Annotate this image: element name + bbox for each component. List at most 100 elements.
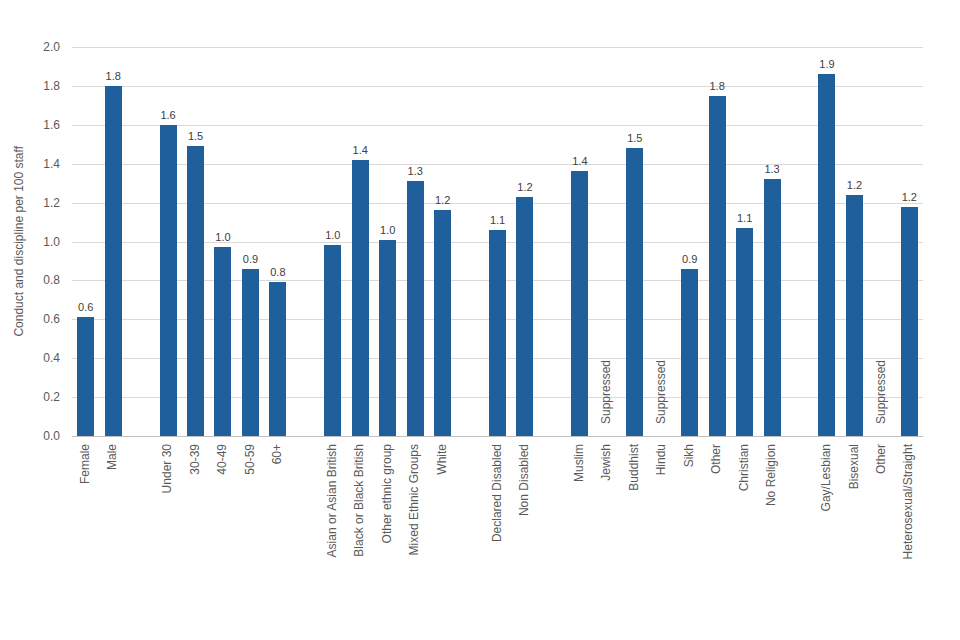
category-label-slot: Jewish (594, 444, 621, 481)
category-label: Heterosexual/Straight (902, 444, 916, 559)
category-label-slot: White (429, 444, 456, 475)
bar-slot: 1.0 (374, 47, 401, 436)
bar (846, 195, 863, 436)
category-label: 40-49 (216, 444, 230, 475)
y-tick-label: 2.0 (0, 40, 60, 54)
category-label-slot: Sikh (676, 444, 703, 467)
y-tick-label: 0.4 (0, 351, 60, 365)
category-label: Buddhist (628, 444, 642, 491)
category-label-slot: Buddhist (621, 444, 648, 491)
bar-slot: 1.3 (401, 47, 428, 436)
y-tick-label: 0.2 (0, 390, 60, 404)
bar-slot: Suppressed (594, 47, 621, 436)
bar-value-label: 1.0 (325, 229, 340, 242)
bar (105, 86, 122, 436)
bar (489, 230, 506, 436)
category-label-slot: Bisexual (841, 444, 868, 489)
bar-value-label: 1.3 (408, 165, 423, 178)
category-label-slot: Black or Black British (347, 444, 374, 557)
category-label: Hindu (655, 444, 669, 475)
bar-slot: 1.1 (731, 47, 758, 436)
group-spacer (539, 47, 566, 436)
bar (818, 74, 835, 436)
y-tick-label: 1.8 (0, 79, 60, 93)
category-label: Muslim (573, 444, 587, 482)
category-label-slot: 50-59 (237, 444, 264, 475)
category-label: Bisexual (848, 444, 862, 489)
bar-slot: 1.2 (429, 47, 456, 436)
bar (214, 247, 231, 436)
category-label: 60+ (271, 444, 285, 464)
bar-chart: Conduct and discipline per 100 staff 2.0… (0, 0, 960, 640)
bar-value-label: 1.1 (737, 212, 752, 225)
bar (324, 245, 341, 436)
group-spacer (127, 47, 154, 436)
bar-slot: 1.8 (703, 47, 730, 436)
category-label-slot: Hindu (649, 444, 676, 475)
suppressed-label: Suppressed (600, 360, 614, 424)
bar-slot: 1.2 (896, 47, 923, 436)
bar-value-label: 1.1 (490, 214, 505, 227)
group-spacer (456, 47, 483, 436)
bar (407, 181, 424, 436)
bar-value-label: 0.8 (270, 266, 285, 279)
y-tick-label: 0.0 (0, 429, 60, 443)
y-tick-label: 1.0 (0, 235, 60, 249)
category-label: 50-59 (244, 444, 258, 475)
category-label: Under 30 (161, 444, 175, 493)
y-tick-label: 0.8 (0, 273, 60, 287)
category-label-slot: Asian or Asian British (319, 444, 346, 557)
category-label: White (436, 444, 450, 475)
y-tick-label: 0.6 (0, 312, 60, 326)
y-tick-label: 1.4 (0, 157, 60, 171)
category-label-slot: Other (868, 444, 895, 474)
bar-slot: 0.9 (676, 47, 703, 436)
bar-slot: 1.5 (621, 47, 648, 436)
bar-value-label: 1.2 (517, 181, 532, 194)
bar-value-label: 1.0 (380, 224, 395, 237)
bar-slot: 1.2 (511, 47, 538, 436)
bar-slot: 1.2 (841, 47, 868, 436)
bar (901, 207, 918, 437)
group-spacer (786, 47, 813, 436)
category-label: Other (710, 444, 724, 474)
bar-value-label: 1.2 (847, 179, 862, 192)
group-spacer (292, 47, 319, 436)
bar-value-label: 1.3 (764, 163, 779, 176)
bar-slot: 1.0 (209, 47, 236, 436)
category-label: Gay/Lesbian (820, 444, 834, 511)
bar (709, 96, 726, 436)
category-label: Black or Black British (353, 444, 367, 557)
bar-value-label: 1.5 (627, 132, 642, 145)
bar (626, 148, 643, 436)
bar (764, 179, 781, 436)
bar (379, 240, 396, 436)
category-label-slot: No Religion (758, 444, 785, 506)
category-label: Non Disabled (518, 444, 532, 516)
bar-slot: Suppressed (868, 47, 895, 436)
category-label-slot: 60+ (264, 444, 291, 464)
category-label: Asian or Asian British (326, 444, 340, 557)
y-axis-tick-labels: 2.01.81.61.41.21.00.80.60.40.20.0 (0, 47, 60, 436)
category-label: Female (79, 444, 93, 484)
bar-slot: 1.4 (347, 47, 374, 436)
plot-area: 0.61.81.61.51.00.90.81.01.41.01.31.21.11… (72, 47, 923, 437)
bar-slot: 0.9 (237, 47, 264, 436)
bar-value-label: 0.9 (682, 253, 697, 266)
category-label-slot: Gay/Lesbian (813, 444, 840, 511)
category-label-slot: Muslim (566, 444, 593, 482)
category-label-slot: 30-39 (182, 444, 209, 475)
bar-slot: 1.0 (319, 47, 346, 436)
bar-value-label: 0.9 (243, 253, 258, 266)
bar (77, 317, 94, 436)
bar-slot: 0.6 (72, 47, 99, 436)
category-label: Male (106, 444, 120, 470)
bar-value-label: 0.6 (78, 301, 93, 314)
category-label: Christian (738, 444, 752, 491)
bar-value-label: 1.4 (353, 144, 368, 157)
y-tick-label: 1.2 (0, 196, 60, 210)
bars-row: 0.61.81.61.51.00.90.81.01.41.01.31.21.11… (72, 47, 923, 436)
bar-slot: 1.1 (484, 47, 511, 436)
category-label-slot: 40-49 (209, 444, 236, 475)
bar-slot: 1.8 (99, 47, 126, 436)
